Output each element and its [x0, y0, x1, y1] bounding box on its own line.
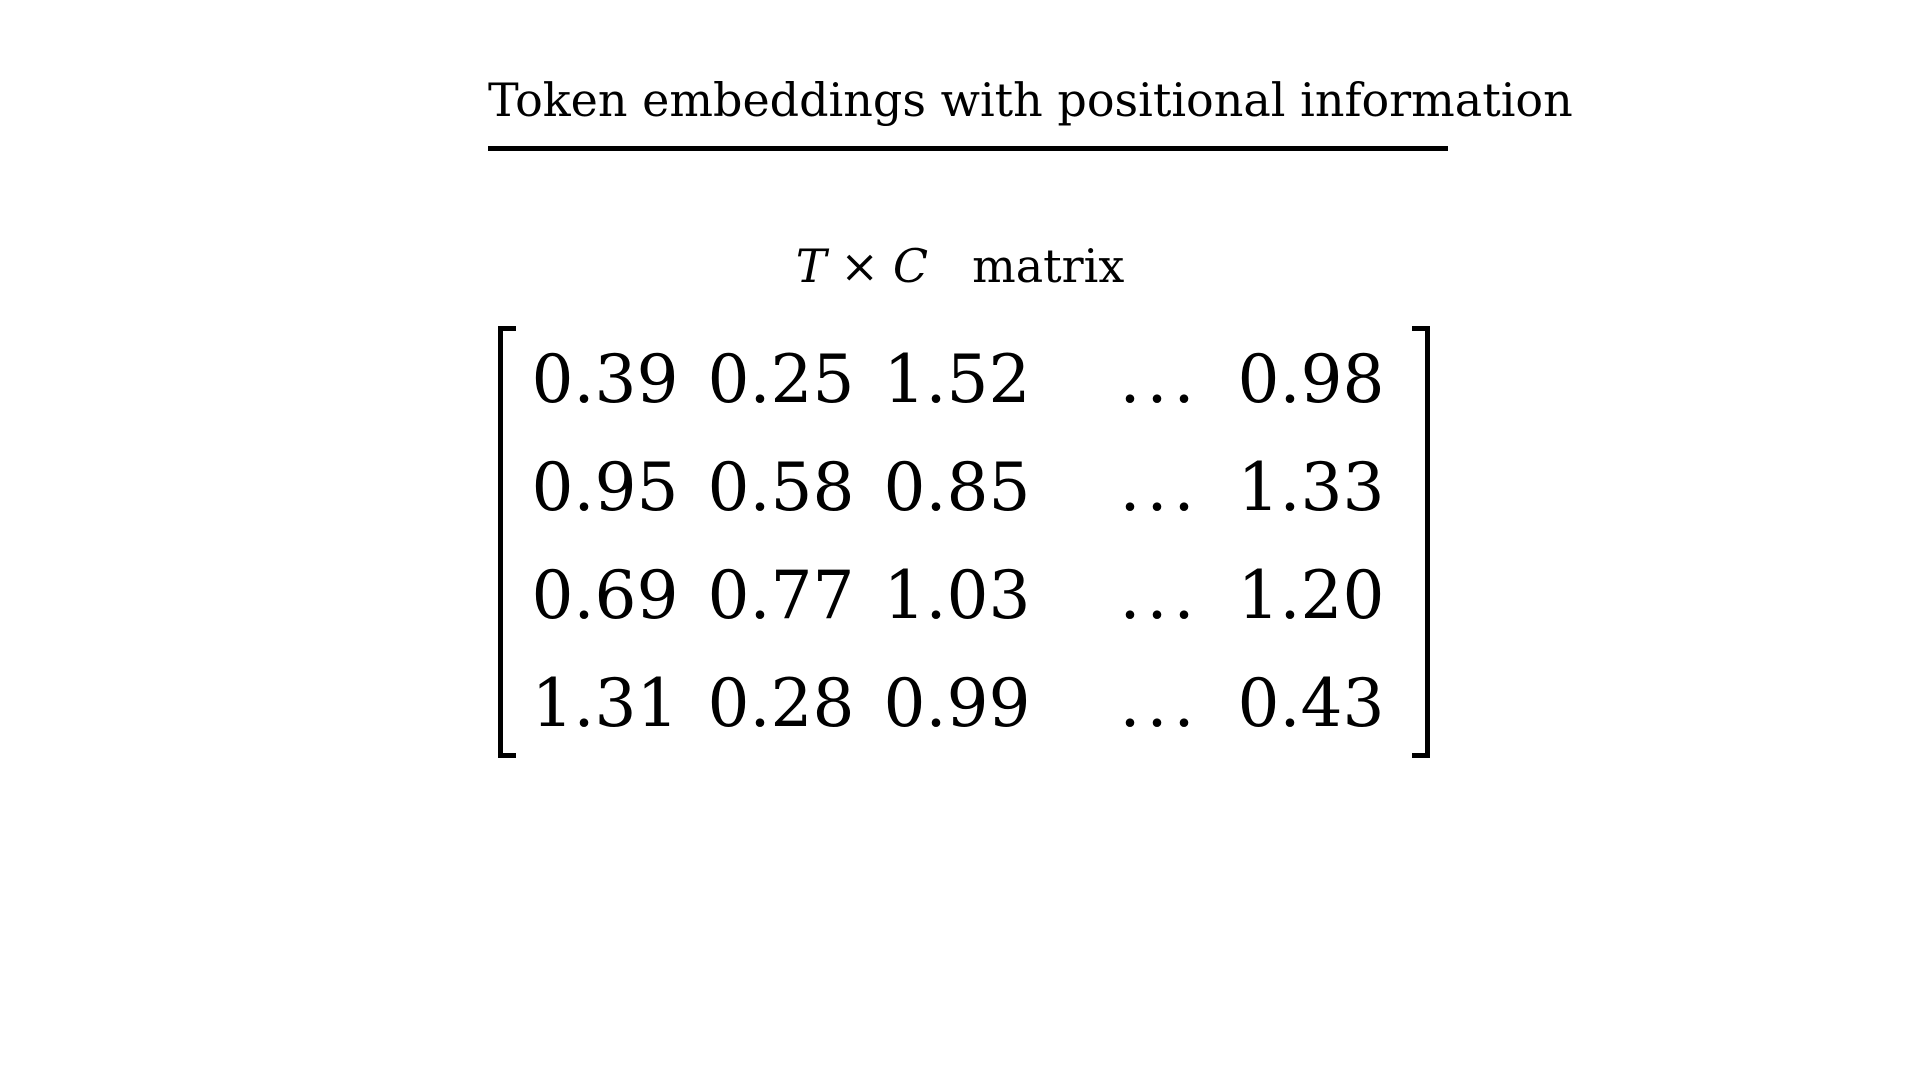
title-underline	[488, 146, 1448, 151]
right-bracket	[1412, 326, 1430, 758]
matrix-cell: 1.31	[531, 665, 679, 742]
matrix-cell: 0.99	[883, 665, 1031, 742]
matrix-cell: 0.58	[707, 449, 855, 526]
matrix-cell: 0.85	[883, 449, 1031, 526]
matrix-row: 0.69 0.77 1.03 ... 1.20	[530, 542, 1396, 650]
matrix-cell: 0.25	[707, 341, 855, 418]
matrix-cell: 0.98	[1237, 341, 1385, 418]
matrix-row: 0.95 0.58 0.85 ... 1.33	[530, 434, 1396, 542]
matrix-ellipsis: ...	[1119, 449, 1201, 526]
matrix-row: 1.31 0.28 0.99 ... 0.43	[530, 650, 1396, 758]
embedding-matrix: 0.39 0.25 1.52 ... 0.98 0.95 0.58 0.85 .…	[530, 326, 1396, 758]
matrix-cell: 1.52	[883, 341, 1031, 418]
matrix-cell: 0.43	[1237, 665, 1385, 742]
matrix-cell: 0.69	[531, 557, 679, 634]
matrix-cell: 1.33	[1237, 449, 1385, 526]
matrix-ellipsis: ...	[1119, 557, 1201, 634]
matrix-ellipsis: ...	[1119, 665, 1201, 742]
matrix-cell: 0.28	[707, 665, 855, 742]
matrix-row: 0.39 0.25 1.52 ... 0.98	[530, 326, 1396, 434]
diagram-title: Token embeddings with positional informa…	[488, 73, 1573, 127]
matrix-word: matrix	[972, 239, 1125, 293]
matrix-cell: 1.20	[1237, 557, 1385, 634]
matrix-ellipsis: ...	[1119, 341, 1201, 418]
left-bracket	[498, 326, 516, 758]
matrix-cell: 0.39	[531, 341, 679, 418]
matrix-cell: 1.03	[883, 557, 1031, 634]
rows-symbol: T	[795, 239, 827, 293]
matrix-cell: 0.95	[531, 449, 679, 526]
cols-symbol: C	[892, 239, 929, 293]
times-symbol: ×	[840, 239, 879, 293]
matrix-cell: 0.77	[707, 557, 855, 634]
